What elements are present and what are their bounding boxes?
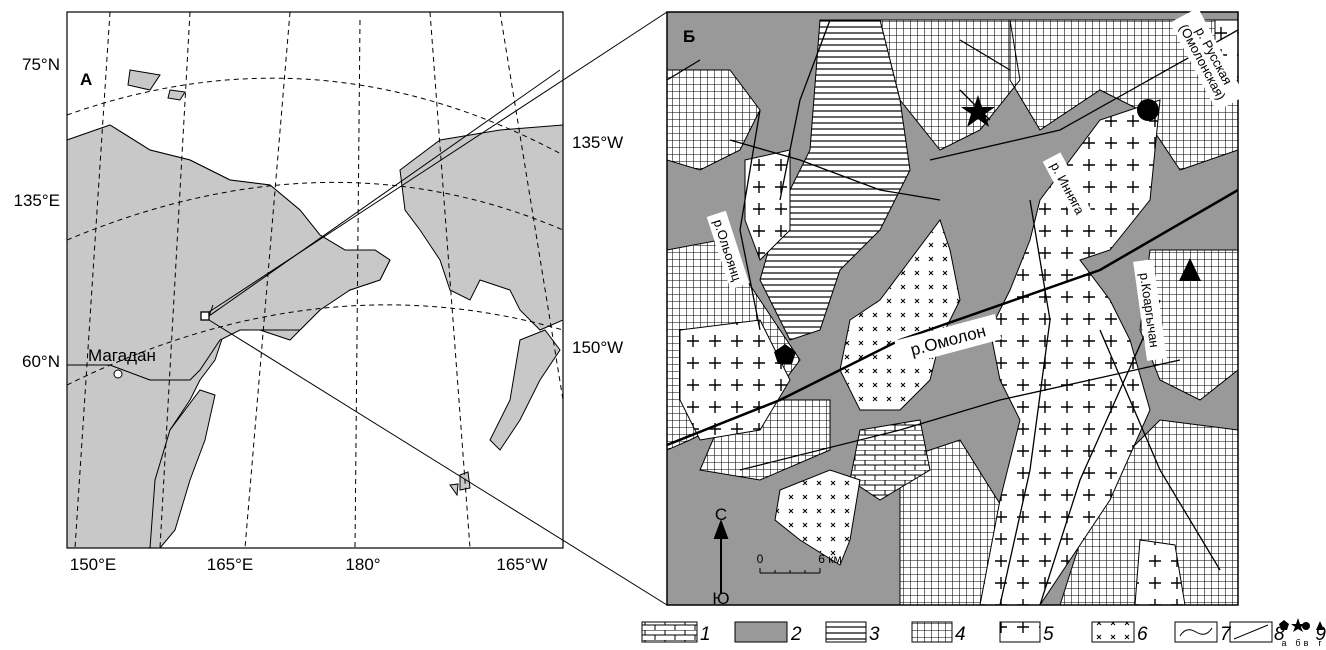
lon-label: 165°E: [207, 555, 254, 574]
panel-label: Б: [683, 27, 695, 46]
scale-label: 0: [757, 552, 764, 566]
legend-letter: в: [1304, 638, 1309, 648]
city-dot: [114, 370, 122, 378]
legend-number: 3: [869, 624, 880, 645]
legend-number: 4: [955, 624, 966, 645]
legend-number: 5: [1043, 624, 1054, 645]
scale-label: 6 км: [818, 552, 842, 566]
lat-label: 75°N: [22, 55, 60, 74]
lon-label: 180°: [345, 555, 380, 574]
legend-letter: б: [1295, 638, 1300, 648]
lon-label: 165°W: [496, 555, 547, 574]
legend-letter: а: [1281, 638, 1286, 648]
panel-label: А: [80, 70, 92, 89]
south-label: Ю: [712, 589, 729, 608]
lon-label: 135°W: [572, 133, 623, 152]
north-label: С: [715, 505, 727, 524]
figure: А 75°N 135°E 60°N 135°W 150°W 150°E 165°…: [0, 0, 1326, 650]
city-label: Магадан: [88, 346, 156, 365]
lat-label: 60°N: [22, 352, 60, 371]
legend-number: 1: [700, 624, 711, 645]
study-area: [201, 312, 209, 320]
legend-number: 7: [1220, 624, 1232, 645]
panel-a: А 75°N 135°E 60°N 135°W 150°W 150°E 165°…: [13, 12, 623, 574]
lon-label: 150°E: [70, 555, 117, 574]
legend-symbol: [1302, 622, 1310, 630]
lon-label: 135°E: [13, 191, 60, 210]
legend-number: 2: [790, 624, 802, 645]
legend-number: 6: [1137, 624, 1148, 645]
lon-label: 150°W: [572, 338, 623, 357]
legend-number: 9: [1315, 624, 1326, 645]
legend: 1 2 3 4 5 6 7 8: [642, 618, 1305, 645]
panel-b: р. Русская(Омолонская) р. Инняга р.Ольоя…: [667, 8, 1245, 608]
